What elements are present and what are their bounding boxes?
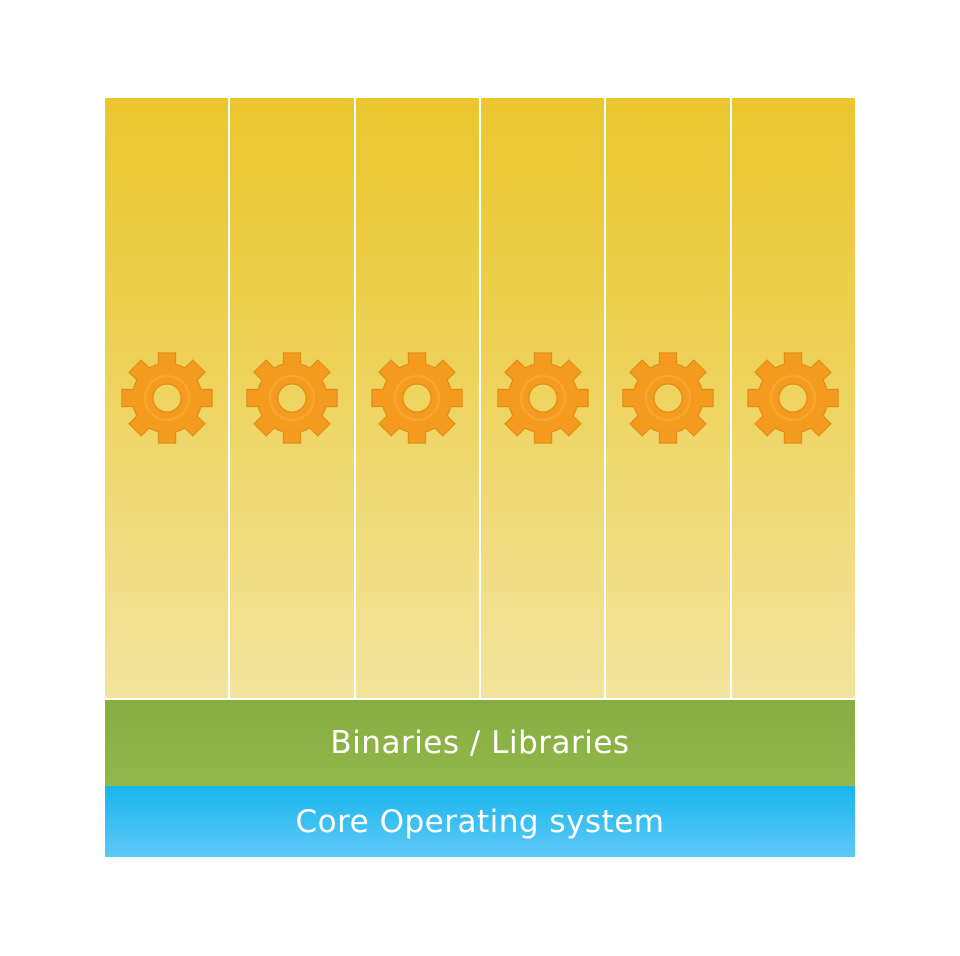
libraries-layer-label: Binaries / Libraries bbox=[330, 725, 630, 761]
os-layer-label: Core Operating system bbox=[295, 803, 665, 840]
app-column bbox=[731, 98, 855, 698]
app-column bbox=[105, 98, 231, 698]
gear-icon bbox=[620, 350, 716, 446]
gear-icon bbox=[495, 350, 591, 446]
gear-icon bbox=[244, 350, 340, 446]
app-column bbox=[480, 98, 607, 698]
gear-icon bbox=[745, 350, 841, 446]
app-column bbox=[355, 98, 481, 698]
app-columns bbox=[105, 98, 855, 698]
app-column bbox=[230, 98, 356, 698]
libraries-layer: Binaries / Libraries bbox=[105, 700, 855, 786]
gear-icon bbox=[119, 350, 215, 446]
app-column bbox=[606, 98, 732, 698]
os-layer: Core Operating system bbox=[105, 786, 855, 857]
gear-icon bbox=[369, 350, 465, 446]
